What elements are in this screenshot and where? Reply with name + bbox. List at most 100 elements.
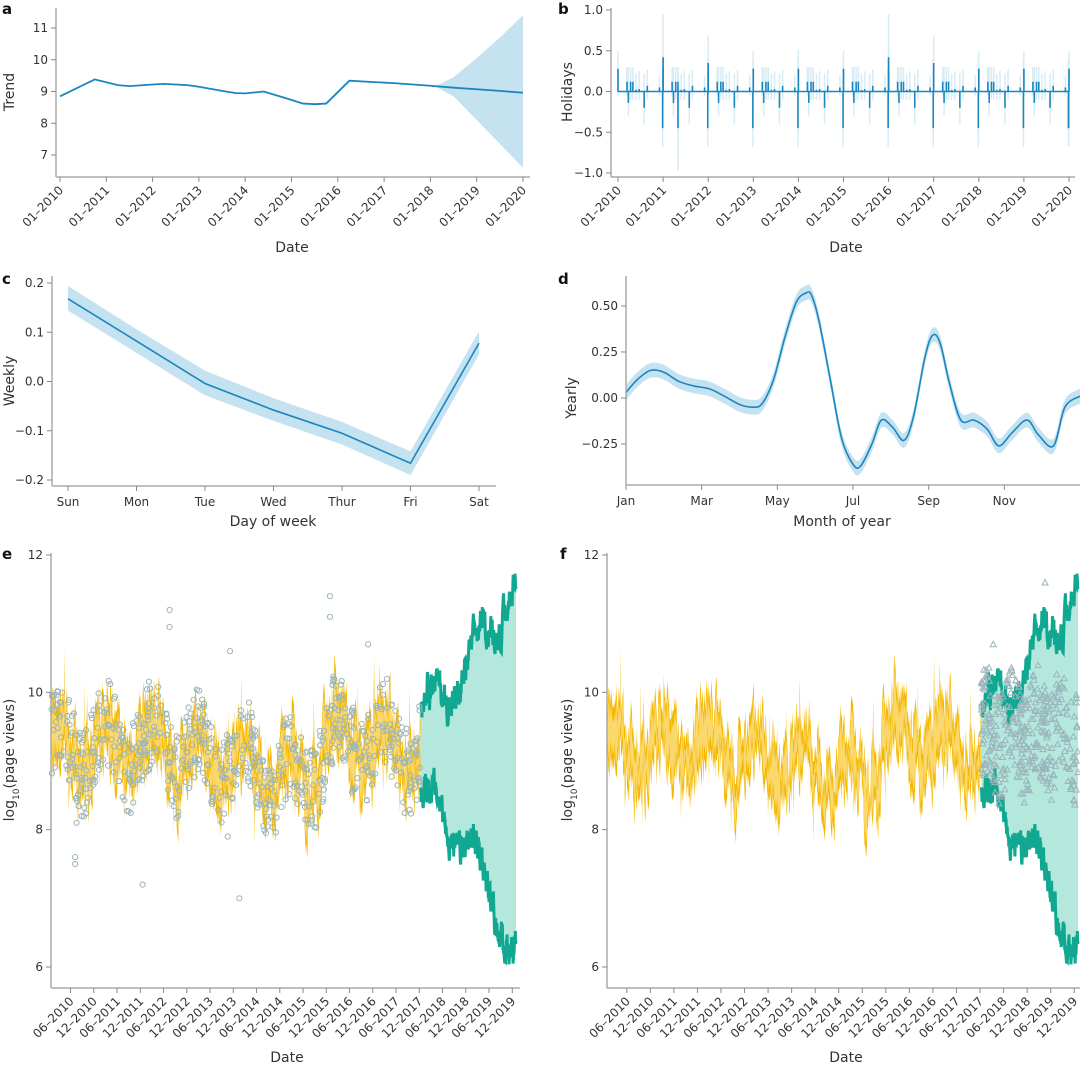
observed-point bbox=[379, 681, 387, 688]
observed-point bbox=[72, 763, 79, 770]
observed-point bbox=[52, 718, 60, 726]
observed-point bbox=[320, 796, 327, 803]
observed-point bbox=[1008, 670, 1017, 678]
observed-point bbox=[301, 803, 309, 811]
observed-point bbox=[135, 775, 143, 783]
panel-c-x-tick-label: Wed bbox=[260, 495, 286, 509]
observed-point bbox=[158, 702, 165, 709]
observed-point bbox=[994, 707, 1003, 715]
observed-point bbox=[991, 691, 999, 699]
observed-point bbox=[1029, 671, 1038, 679]
observed-point bbox=[107, 680, 114, 688]
observed-point bbox=[1034, 661, 1042, 669]
observed-point bbox=[320, 786, 327, 793]
observed-point bbox=[332, 695, 340, 702]
observed-point bbox=[218, 788, 225, 795]
observed-point bbox=[1043, 756, 1052, 764]
observed-point bbox=[1052, 704, 1061, 712]
observed-point bbox=[70, 710, 77, 717]
observed-point bbox=[248, 709, 255, 716]
observed-point bbox=[369, 735, 377, 742]
observed-point bbox=[1053, 719, 1062, 727]
observed-point bbox=[1028, 757, 1036, 765]
observed-point bbox=[154, 733, 161, 740]
observed-outlier bbox=[326, 593, 334, 600]
observed-point bbox=[142, 726, 150, 733]
observed-point bbox=[95, 754, 103, 762]
observed-point bbox=[1031, 764, 1040, 772]
yearly-uncertainty-band bbox=[626, 284, 1080, 476]
observed-point bbox=[244, 775, 252, 782]
observed-point bbox=[986, 691, 995, 699]
observed-point bbox=[166, 758, 174, 766]
observed-point bbox=[200, 711, 207, 718]
observed-point bbox=[1060, 746, 1069, 754]
observed-point bbox=[292, 741, 299, 748]
panel-b-x-tick-label: 01–2016 bbox=[848, 183, 895, 230]
observed-point bbox=[977, 701, 986, 709]
observed-point bbox=[108, 736, 115, 743]
observed-point bbox=[80, 761, 87, 768]
panel-f-y-tick-label: 8 bbox=[591, 823, 599, 837]
observed-point bbox=[183, 714, 190, 721]
observed-point bbox=[983, 767, 992, 775]
observed-outlier bbox=[73, 819, 80, 826]
observed-point bbox=[413, 741, 420, 748]
observed-point bbox=[60, 748, 67, 755]
observed-point bbox=[178, 757, 185, 764]
observed-point bbox=[1023, 780, 1032, 788]
observed-point bbox=[237, 707, 245, 714]
observed-point bbox=[1047, 795, 1056, 803]
observed-point bbox=[115, 778, 122, 785]
observed-point bbox=[87, 785, 94, 792]
observed-point bbox=[295, 747, 302, 754]
panel-label-f: f bbox=[560, 545, 567, 563]
observed-point bbox=[982, 719, 990, 727]
observed-point bbox=[272, 829, 279, 836]
observed-point bbox=[245, 699, 253, 706]
observed-point bbox=[91, 735, 98, 742]
observed-point bbox=[76, 788, 84, 795]
observed-point bbox=[218, 819, 225, 826]
observed-point bbox=[1021, 722, 1029, 730]
observed-point bbox=[253, 793, 261, 801]
observed-point bbox=[386, 746, 394, 753]
observed-point bbox=[121, 751, 128, 758]
observed-point bbox=[278, 803, 285, 811]
observed-point bbox=[378, 748, 385, 756]
observed-point bbox=[1051, 761, 1060, 769]
observed-point bbox=[171, 745, 178, 752]
panel-b-x-tick-label: 01–2019 bbox=[983, 183, 1030, 230]
forecast-lower-edge bbox=[419, 767, 518, 966]
observed-point bbox=[302, 780, 309, 787]
observed-point bbox=[206, 736, 213, 743]
observed-point bbox=[1039, 776, 1048, 784]
observed-point bbox=[1001, 720, 1010, 728]
observed-point bbox=[94, 724, 101, 731]
observed-point bbox=[99, 737, 107, 744]
observed-point bbox=[255, 801, 262, 808]
observed-point bbox=[147, 762, 154, 769]
observed-point bbox=[151, 723, 158, 730]
observed-point bbox=[229, 794, 236, 801]
observed-point bbox=[304, 816, 311, 823]
observed-point bbox=[1003, 679, 1012, 687]
observed-point bbox=[169, 797, 176, 804]
observed-point bbox=[115, 727, 122, 734]
observed-point bbox=[137, 764, 144, 772]
observed-point bbox=[1004, 723, 1013, 731]
panel-label-c: c bbox=[2, 270, 11, 288]
observed-point bbox=[95, 690, 102, 697]
observed-point bbox=[1043, 776, 1051, 784]
observed-point bbox=[1030, 689, 1038, 697]
observed-point bbox=[1049, 757, 1057, 765]
observed-point bbox=[1008, 752, 1016, 760]
panel-c-x-tick-label: Fri bbox=[403, 495, 417, 509]
panel-b-x-tick-label: 01–2010 bbox=[578, 183, 625, 230]
observed-point bbox=[318, 774, 326, 782]
observed-point bbox=[336, 725, 343, 732]
observed-point bbox=[1044, 786, 1052, 794]
observed-point bbox=[407, 784, 414, 792]
observed-point bbox=[311, 766, 318, 773]
observed-point bbox=[199, 740, 206, 747]
